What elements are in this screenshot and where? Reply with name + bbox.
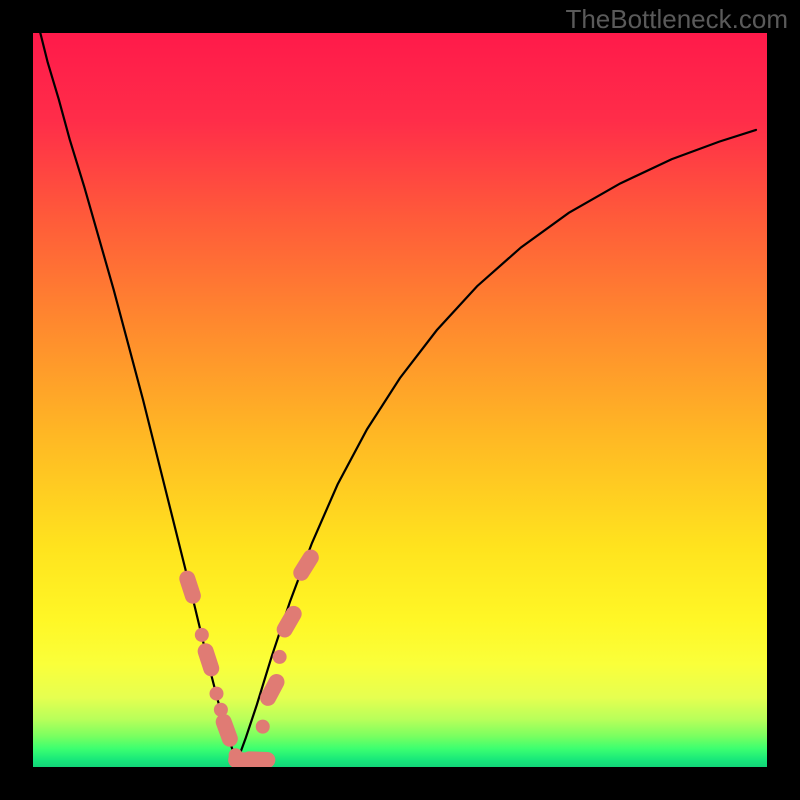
- marker-pill: [241, 751, 276, 767]
- plot-area: [33, 33, 767, 767]
- watermark-text: TheBottleneck.com: [565, 4, 788, 35]
- marker-dot: [256, 720, 270, 734]
- marker-dot: [273, 650, 287, 664]
- marker-dot: [195, 628, 209, 642]
- plot-svg: [33, 33, 767, 767]
- marker-dot: [210, 687, 224, 701]
